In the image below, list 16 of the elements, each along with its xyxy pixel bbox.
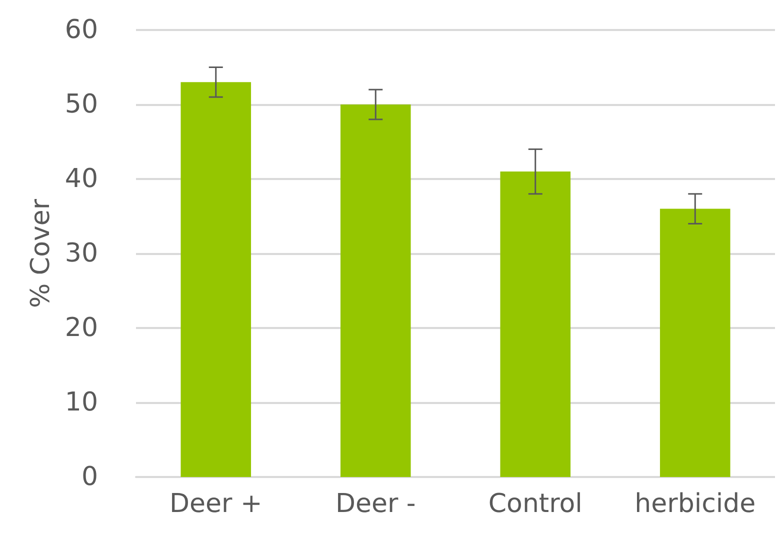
- y-tick-label: 0: [81, 462, 98, 492]
- y-tick-label: 20: [64, 313, 98, 343]
- x-tick-label: Deer +: [169, 489, 262, 519]
- bar: [180, 82, 252, 477]
- x-tick-label: Deer -: [335, 489, 416, 519]
- y-tick-label: 50: [64, 90, 98, 120]
- x-tick-label: herbicide: [634, 489, 756, 519]
- y-tick-label: 60: [64, 15, 98, 45]
- y-axis-title: % Cover: [26, 198, 56, 308]
- x-tick-label: Control: [488, 489, 582, 519]
- bar: [660, 208, 730, 477]
- y-tick-label: 10: [64, 388, 98, 418]
- bar: [500, 172, 571, 477]
- y-tick-label: 30: [64, 238, 98, 268]
- bar: [340, 104, 411, 477]
- y-tick-label: 40: [64, 164, 98, 194]
